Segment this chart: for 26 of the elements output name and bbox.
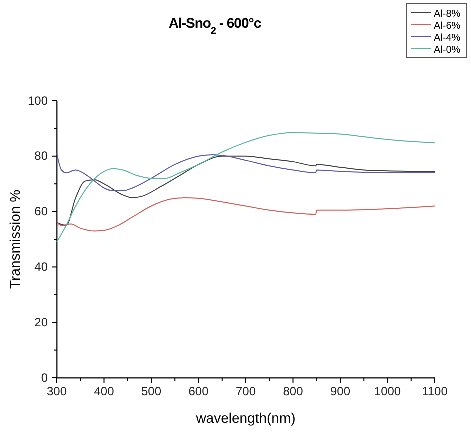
y-tick-label: 20 <box>34 315 48 330</box>
x-tick-label: 900 <box>330 384 351 399</box>
y-axis-title: Transmission % <box>7 190 23 290</box>
x-tick-label: 400 <box>94 384 115 399</box>
line-series <box>56 153 436 192</box>
line-series <box>56 132 436 243</box>
legend-label: Al-6% <box>434 21 461 32</box>
x-tick-label: 700 <box>236 384 256 399</box>
y-tick-label: 100 <box>28 94 48 108</box>
line-series <box>56 156 436 226</box>
y-tick-label: 80 <box>34 149 48 164</box>
y-tick-label: 40 <box>34 260 48 274</box>
x-tick-label: 1000 <box>374 384 402 399</box>
y-tick-label: 0 <box>41 370 48 385</box>
x-tick-label: 600 <box>188 384 210 399</box>
legend-label: Al-8% <box>434 9 461 20</box>
x-tick-label: 500 <box>141 384 162 399</box>
x-tick-label: 1100 <box>422 384 448 399</box>
y-tick-label: 60 <box>34 204 48 219</box>
x-axis-title: wavelength(nm) <box>195 410 296 426</box>
x-tick-label: 800 <box>283 384 304 399</box>
x-tick-label: 300 <box>46 384 68 399</box>
legend-label: Al-4% <box>434 33 461 44</box>
legend-label: Al-0% <box>434 45 461 56</box>
line-series <box>56 197 436 232</box>
chart-title: Al-Sno$_{2}$ - 600°c <box>168 15 262 36</box>
